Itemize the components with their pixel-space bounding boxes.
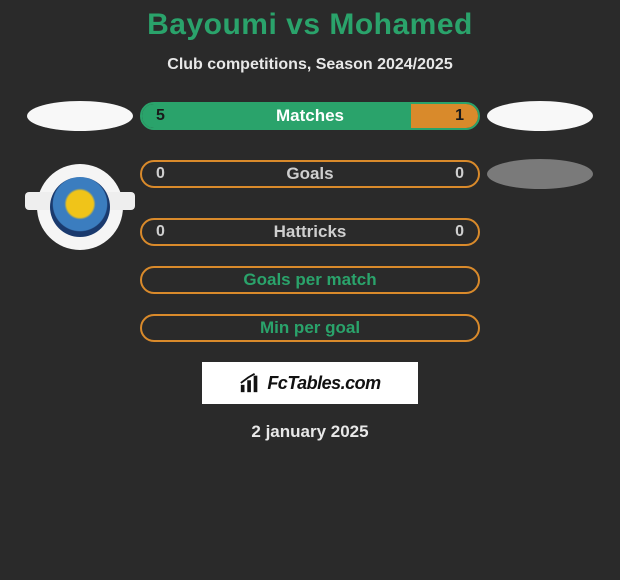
stat-value-right: 0	[441, 165, 478, 183]
right-club-marker	[480, 159, 600, 189]
stat-value-left: 0	[142, 165, 179, 183]
player-oval-right-icon	[487, 101, 593, 131]
club-badge-icon	[37, 164, 123, 250]
stat-bar-left: 0	[142, 220, 310, 244]
comparison-card: Bayoumi vs Mohamed Club competitions, Se…	[0, 0, 620, 442]
stat-row-gpm: Goals per match	[0, 266, 620, 294]
subtitle: Club competitions, Season 2024/2025	[0, 56, 620, 74]
stat-row-matches: 5 1 Matches	[0, 102, 620, 130]
stat-bar-matches: 5 1 Matches	[140, 102, 480, 130]
stat-value-right: 0	[441, 223, 478, 241]
bar-chart-icon	[239, 372, 261, 394]
watermark-text: FcTables.com	[267, 373, 380, 394]
stat-bar-hattricks: 0 0 Hattricks	[140, 218, 480, 246]
stat-bar-right: 0	[310, 162, 478, 186]
stat-value-left: 5	[142, 107, 179, 125]
stat-value-left: 0	[142, 223, 179, 241]
stat-bar-right: 0	[310, 220, 478, 244]
right-player-marker	[480, 101, 600, 131]
club-oval-right-icon	[487, 159, 593, 189]
stat-bar-left: 5	[142, 104, 411, 128]
stat-row-mpg: Min per goal	[0, 314, 620, 342]
stat-bar-left: 0	[142, 162, 310, 186]
date-label: 2 january 2025	[0, 422, 620, 442]
player-oval-left-icon	[27, 101, 133, 131]
stat-bar-right: 1	[411, 104, 478, 128]
stat-bar-mpg: Min per goal	[140, 314, 480, 342]
stat-row-goals: 0 0 Goals	[0, 150, 620, 198]
stat-label: Goals per match	[243, 270, 376, 290]
stat-bar-goals: 0 0 Goals	[140, 160, 480, 188]
watermark-box: FcTables.com	[202, 362, 418, 404]
stat-value-right: 1	[441, 107, 478, 125]
stat-bar-gpm: Goals per match	[140, 266, 480, 294]
stat-label: Min per goal	[260, 318, 360, 338]
page-title: Bayoumi vs Mohamed	[0, 8, 620, 42]
badge-inner-icon	[50, 177, 110, 237]
left-player-marker	[20, 101, 140, 131]
